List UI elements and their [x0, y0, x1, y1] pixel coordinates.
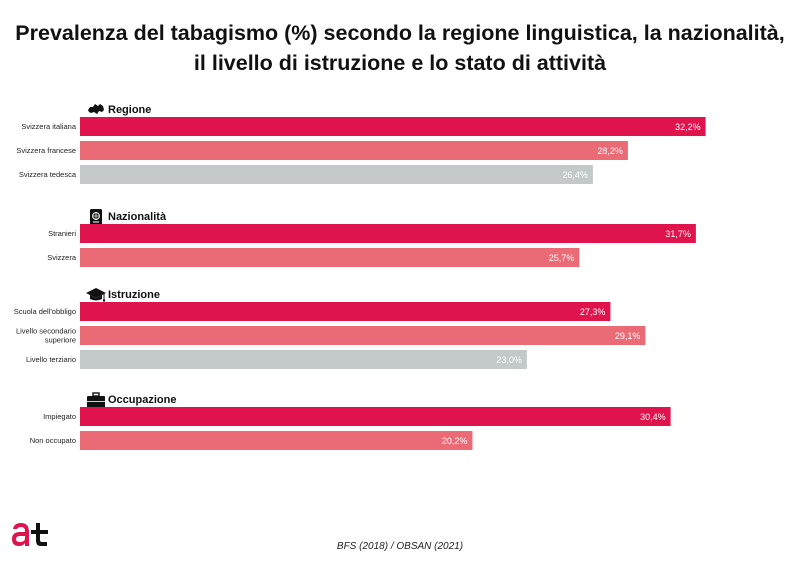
category-label: Svizzera: [47, 253, 77, 262]
value-label: 27,3%: [580, 307, 606, 317]
category-label: Svizzera italiana: [21, 122, 76, 131]
bar: [80, 350, 527, 369]
category-label: Svizzera tedesca: [19, 170, 77, 179]
switzerland-map-icon: [88, 104, 104, 114]
category-label: Non occupato: [30, 436, 76, 445]
section-label: Istruzione: [108, 289, 160, 301]
value-label: 26,4%: [562, 170, 588, 180]
category-label: Impiegato: [43, 412, 76, 421]
value-label: 25,7%: [549, 253, 575, 263]
chart-title-line-1: Prevalenza del tabagismo (%) secondo la …: [15, 21, 785, 45]
value-label: 30,4%: [640, 412, 666, 422]
bar-chart: Regione Svizzera italiana 32,2% Svizzera fr…: [14, 104, 706, 450]
bar: [80, 165, 593, 184]
passport-icon: [90, 209, 102, 225]
category-label: Livello secondario superiore: [16, 327, 76, 345]
bar: [80, 407, 671, 426]
graduation-cap-icon: [86, 288, 106, 302]
value-label: 23,0%: [496, 355, 522, 365]
value-label: 29,1%: [615, 331, 641, 341]
category-label: Stranieri: [48, 229, 76, 238]
section-label: Occupazione: [108, 394, 176, 406]
bar: [80, 224, 696, 243]
brand-logo: [12, 523, 48, 546]
value-label: 28,2%: [597, 146, 623, 156]
category-label: Livello terziario: [26, 355, 76, 364]
category-label: Svizzera francese: [16, 146, 76, 155]
chart-title-line-2: il livello di istruzione e lo stato di a…: [193, 51, 607, 75]
bar: [80, 302, 611, 321]
category-label: Scuola dell'obbligo: [14, 307, 76, 316]
bar: [80, 326, 646, 345]
bar: [80, 248, 580, 267]
briefcase-icon: [87, 392, 105, 408]
bar: [80, 431, 473, 450]
value-label: 31,7%: [665, 229, 691, 239]
value-label: 20,2%: [442, 436, 468, 446]
value-label: 32,2%: [675, 122, 701, 132]
source-note: BFS (2018) / OBSAN (2021): [336, 541, 464, 552]
section-label: Regione: [108, 104, 151, 116]
section-label: Nazionalità: [108, 211, 167, 223]
chart-title: Prevalenza del tabagismo (%) secondo la …: [0, 18, 800, 78]
bar: [80, 117, 706, 136]
bar: [80, 141, 628, 160]
